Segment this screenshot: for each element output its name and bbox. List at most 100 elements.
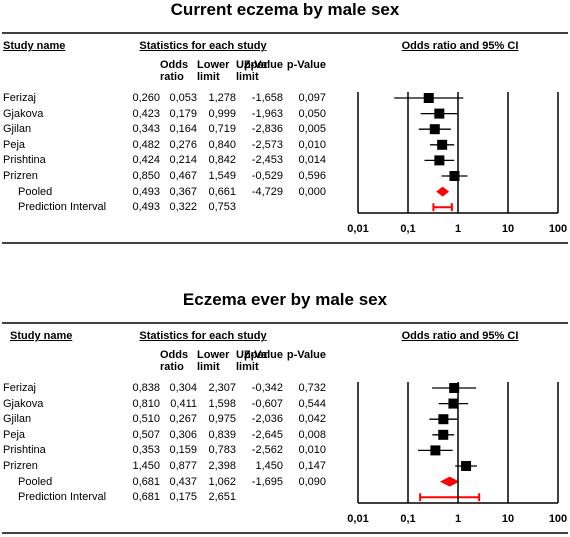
cell-value: 0,467	[169, 170, 197, 182]
pooled-diamond	[436, 186, 450, 197]
column-header: Odds ratio	[160, 59, 189, 83]
cell-value: 0,147	[298, 460, 326, 472]
cell-value: 0,008	[298, 428, 326, 441]
cell-value: 0,260	[132, 92, 160, 104]
point-estimate	[423, 93, 434, 103]
cell-value: 0,424	[132, 154, 160, 167]
chart-title: Eczema ever by male sex	[182, 290, 388, 309]
column-header: Lower limit	[197, 59, 230, 83]
cell-value: 0,179	[169, 107, 197, 120]
cell-value: 0,877	[169, 460, 197, 472]
plot-header: Odds ratio and 95% CI	[401, 330, 519, 342]
study-name: Pooled	[18, 475, 53, 488]
point-estimate	[437, 139, 448, 150]
study-name: Ferizaj	[3, 92, 37, 104]
cell-value: -1,695	[251, 475, 283, 488]
cell-value: -1,963	[251, 107, 283, 120]
cell-value: 0,010	[298, 444, 326, 457]
cell-value: 1,278	[208, 92, 236, 104]
stats-header: Statistics for each study	[139, 330, 267, 342]
cell-value: 0,493	[132, 185, 160, 198]
cell-value: 0,353	[132, 444, 160, 457]
column-header: p-Value	[286, 349, 326, 361]
cell-value: 2,651	[208, 491, 236, 504]
cell-value: 0,214	[169, 154, 197, 167]
column-header: Z-Value	[243, 59, 283, 71]
cell-value: 0,367	[169, 185, 197, 198]
cell-value: 1,450	[132, 460, 160, 472]
study-name: Pooled	[18, 185, 53, 198]
cell-value: 0,975	[208, 413, 236, 426]
x-tick-label: 0,1	[400, 223, 416, 235]
cell-value: 0,783	[208, 444, 236, 457]
cell-value: -0,529	[251, 170, 283, 182]
cell-value: 0,097	[298, 92, 326, 104]
study-name: Gjakova	[3, 107, 44, 120]
cell-value: 0,999	[208, 107, 236, 120]
study-name: Ferizaj	[3, 382, 37, 394]
pooled-diamond	[440, 476, 460, 487]
point-estimate	[434, 155, 445, 166]
study-name: Prizren	[3, 170, 38, 182]
cell-value: 0,423	[132, 107, 160, 120]
point-estimate	[438, 429, 449, 440]
cell-value: 0,164	[169, 123, 197, 136]
cell-value: 0,493	[132, 201, 160, 214]
cell-value: 0,661	[208, 185, 236, 198]
x-tick-label: 1	[454, 223, 462, 235]
cell-value: -2,836	[251, 123, 283, 136]
cell-value: 0,437	[169, 475, 197, 488]
cell-value: 0,840	[208, 138, 236, 151]
x-tick-label: 0,1	[400, 513, 416, 525]
study-name: Prizren	[3, 460, 38, 472]
cell-value: 0,732	[298, 382, 326, 394]
study-name: Prediction Interval	[18, 491, 107, 504]
cell-value: 0,343	[132, 123, 160, 136]
study-name: Gjilan	[3, 123, 32, 136]
cell-value: 0,411	[170, 397, 197, 410]
x-tick-label: 1	[454, 513, 462, 525]
point-estimate	[449, 171, 460, 181]
x-tick-label: 10	[501, 223, 515, 235]
cell-value: 0,306	[169, 428, 197, 441]
cell-value: 0,681	[132, 475, 160, 488]
cell-value: 0,276	[169, 138, 197, 151]
point-estimate	[429, 124, 440, 135]
cell-value: 0,681	[132, 491, 160, 504]
point-estimate	[461, 461, 472, 471]
cell-value: 0,014	[298, 154, 326, 167]
chart-title: Current eczema by male sex	[170, 0, 400, 19]
cell-value: 0,322	[169, 201, 197, 214]
cell-value: 0,850	[132, 170, 160, 182]
point-estimate	[430, 445, 441, 456]
stats-header: Statistics for each study	[139, 40, 267, 52]
study-name: Gjilan	[3, 413, 32, 426]
column-header: Upper limit	[236, 59, 268, 83]
cell-value: 0,159	[169, 444, 197, 457]
cell-value: -0,342	[251, 382, 283, 394]
column-header: p-Value	[286, 59, 326, 71]
cell-value: 0,000	[298, 185, 326, 198]
cell-value: 1,450	[255, 460, 283, 472]
cell-value: 0,810	[132, 397, 160, 410]
cell-value: 1,549	[208, 170, 236, 182]
x-tick-label: 100	[548, 513, 568, 525]
cell-value: 0,090	[298, 475, 326, 488]
cell-value: -2,453	[251, 154, 283, 167]
cell-value: 0,053	[169, 92, 197, 104]
column-header: Z-Value	[243, 349, 283, 361]
point-estimate	[449, 383, 460, 393]
study-name: Gjakova	[3, 397, 44, 410]
cell-value: 0,304	[169, 382, 197, 394]
cell-value: 2,307	[208, 382, 236, 394]
cell-value: 0,482	[132, 138, 160, 151]
column-header: Upper limit	[236, 349, 268, 373]
column-header: Lower limit	[197, 349, 230, 373]
cell-value: 0,838	[132, 382, 160, 394]
study-name: Prediction Interval	[18, 201, 107, 214]
cell-value: 0,507	[132, 428, 160, 441]
cell-value: 0,005	[298, 123, 326, 136]
x-tick-label: 0,01	[347, 223, 369, 235]
